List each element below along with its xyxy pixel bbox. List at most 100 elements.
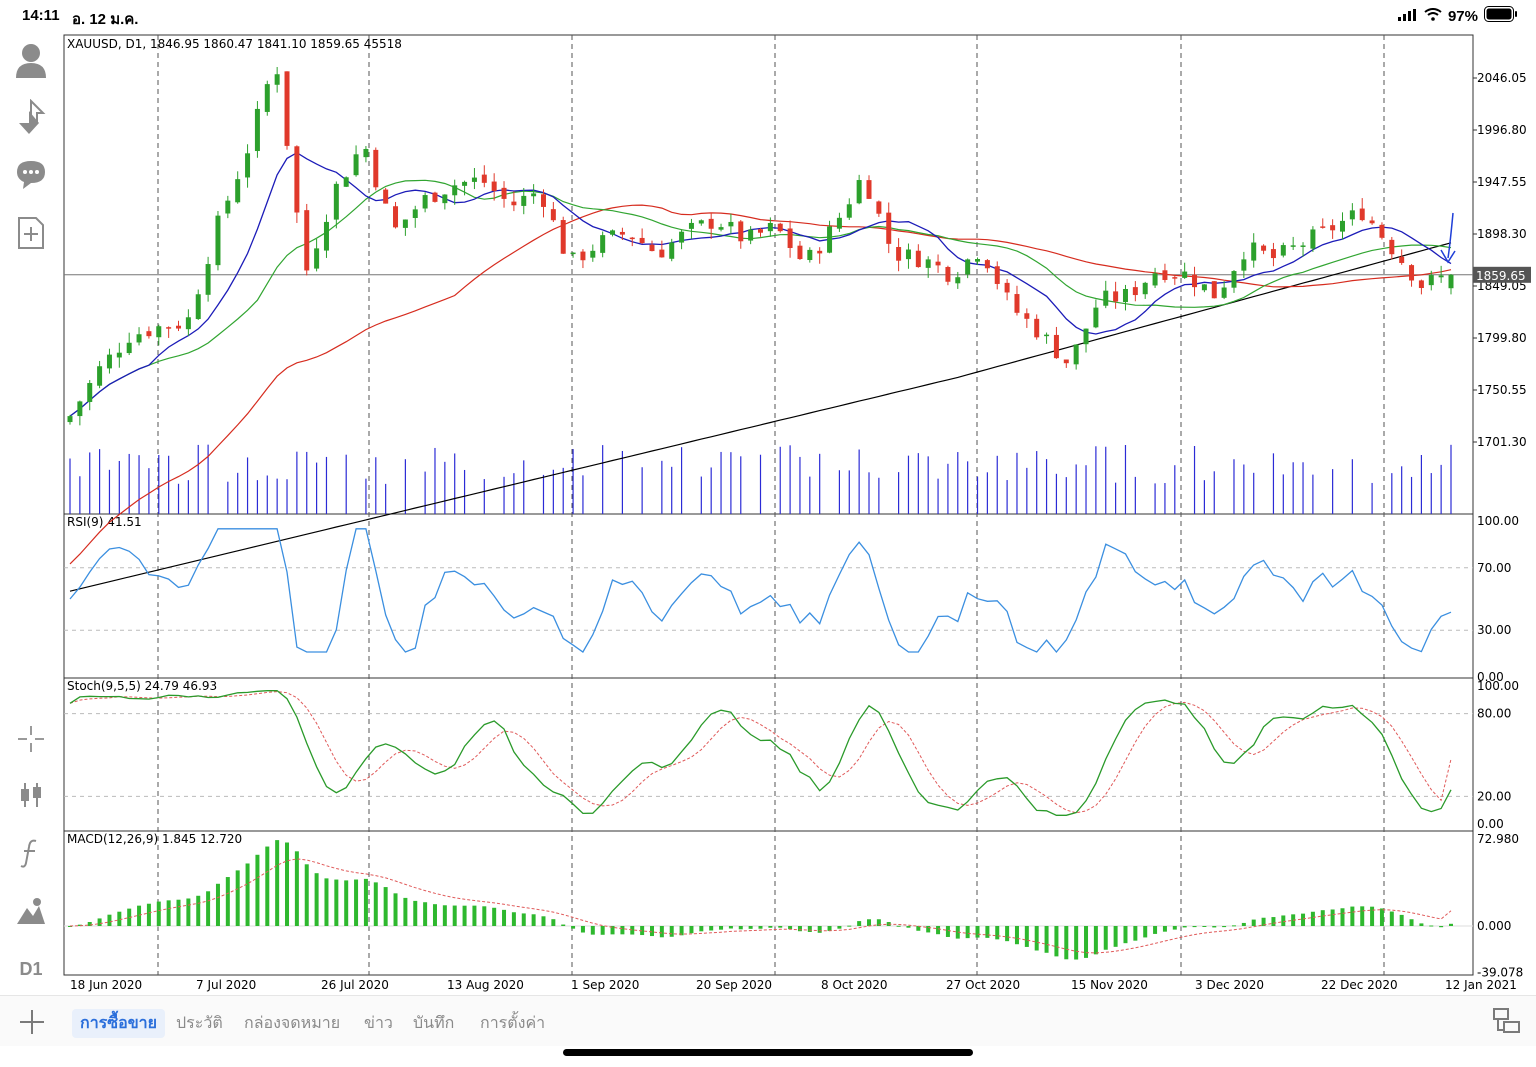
trade-arrows-icon[interactable] <box>12 98 50 136</box>
status-time: 14:11 <box>22 7 60 24</box>
candle-body <box>333 183 339 220</box>
tab-settings[interactable]: การตั้งค่า <box>480 1013 546 1032</box>
candle-body <box>97 366 103 386</box>
macd-bar <box>107 914 112 926</box>
macd-bar <box>511 912 516 926</box>
macd-bar <box>758 926 763 929</box>
candle-body <box>708 218 714 229</box>
macd-bar <box>1044 926 1049 953</box>
rsi-line <box>69 528 1452 654</box>
new-order-icon[interactable] <box>12 214 50 252</box>
macd-bar <box>176 899 181 926</box>
candle-body <box>560 220 566 254</box>
candle-body <box>1172 277 1178 279</box>
macd-bar <box>620 926 625 935</box>
candle-body <box>1369 220 1375 224</box>
indicators-icon[interactable] <box>12 834 50 872</box>
candle-body <box>462 181 468 186</box>
macd-bar <box>1439 926 1444 928</box>
price-tick-label: 2046.05 <box>1477 71 1527 85</box>
candle-body <box>284 71 290 146</box>
price-tick-label: 1799.80 <box>1477 331 1527 345</box>
price-tick-label: 1996.80 <box>1477 123 1527 137</box>
macd-bar <box>127 908 132 926</box>
tab-history[interactable]: ประวัติ <box>176 1013 223 1032</box>
x-axis-label: 12 Jan 2021 <box>1445 978 1517 992</box>
macd-bar <box>521 913 526 926</box>
timeframe-button[interactable]: D1 <box>19 958 43 979</box>
macd-pane-label: MACD(12,26,9) 1.845 12.720 <box>67 832 242 846</box>
candle-body <box>797 245 803 260</box>
macd-bar <box>1064 926 1069 960</box>
macd-signal-line <box>69 858 1452 954</box>
tool-sidebar: D1 <box>0 32 62 992</box>
x-axis-label: 1 Sep 2020 <box>571 978 639 992</box>
tab-mailbox[interactable]: กล่องจดหมาย <box>244 1013 341 1032</box>
candle-body <box>215 215 221 266</box>
macd-bar <box>797 926 802 932</box>
tab-trade[interactable]: การซื้อขาย <box>72 1009 166 1038</box>
macd-bar <box>689 926 694 934</box>
x-axis-label: 22 Dec 2020 <box>1321 978 1398 992</box>
ma-long-line <box>69 242 1452 592</box>
candle-body <box>1241 259 1247 271</box>
macd-bar <box>807 926 812 932</box>
macd-bar <box>531 914 536 926</box>
tab-news[interactable]: ข่าว <box>364 1013 393 1032</box>
crosshair-icon[interactable] <box>12 720 50 758</box>
macd-bar <box>837 926 842 929</box>
chat-icon[interactable] <box>12 156 50 194</box>
macd-bar <box>423 902 428 926</box>
macd-bar <box>1429 925 1434 927</box>
objects-icon[interactable] <box>12 892 50 930</box>
tab-journal[interactable]: บันทึก <box>413 1013 455 1032</box>
candle-body <box>1270 249 1276 259</box>
macd-tick-label: 72.980 <box>1477 832 1519 846</box>
price-tick-label: 1947.55 <box>1477 175 1527 189</box>
macd-bar <box>1449 923 1453 926</box>
macd-bar <box>1093 926 1098 955</box>
candle-body <box>540 194 546 207</box>
macd-bar <box>146 903 151 926</box>
macd-bar <box>1172 926 1177 930</box>
macd-bar <box>1360 906 1365 926</box>
macd-bar <box>649 926 654 937</box>
status-bar: 14:11 อ. 12 ม.ค. 97% <box>0 0 1536 32</box>
split-view-icon[interactable] <box>1492 1006 1522 1041</box>
candle-body <box>748 229 754 241</box>
account-icon[interactable] <box>12 41 50 79</box>
macd-bar <box>87 921 92 926</box>
candle-body <box>67 416 73 423</box>
candle-body <box>205 264 211 295</box>
macd-bar <box>206 891 211 926</box>
macd-bar <box>728 926 733 929</box>
candle-body <box>905 249 911 260</box>
candle-body <box>136 334 142 343</box>
candle-body <box>353 154 359 176</box>
chart-canvas[interactable]: 2046.051996.801947.551898.301849.051799.… <box>0 0 1536 1000</box>
candle-body <box>1438 275 1444 278</box>
macd-bar <box>867 919 872 926</box>
macd-bar <box>452 905 457 926</box>
candle-body <box>1113 291 1119 302</box>
candle-body <box>274 74 280 85</box>
macd-bar <box>1014 926 1019 945</box>
candle-body <box>846 204 852 218</box>
rsi-pane-label: RSI(9) 41.51 <box>67 515 142 529</box>
macd-bar <box>630 926 635 935</box>
macd-bar <box>77 924 82 926</box>
candle-body <box>669 242 675 259</box>
candlestick-icon[interactable] <box>12 776 50 814</box>
plus-icon[interactable] <box>18 1008 46 1041</box>
stoch-signal-line <box>69 691 1452 814</box>
candle-body <box>452 185 458 196</box>
annotation-arrowhead <box>1440 249 1456 264</box>
candle-body <box>1162 270 1168 280</box>
candle-body <box>1428 275 1434 286</box>
candle-body <box>1221 287 1227 298</box>
price-pane-label: XAUUSD, D1, 1846.95 1860.47 1841.10 1859… <box>67 37 402 51</box>
macd-bar <box>1399 914 1404 926</box>
candle-body <box>1231 271 1237 288</box>
macd-bar <box>1370 906 1375 926</box>
macd-bar <box>709 926 714 931</box>
